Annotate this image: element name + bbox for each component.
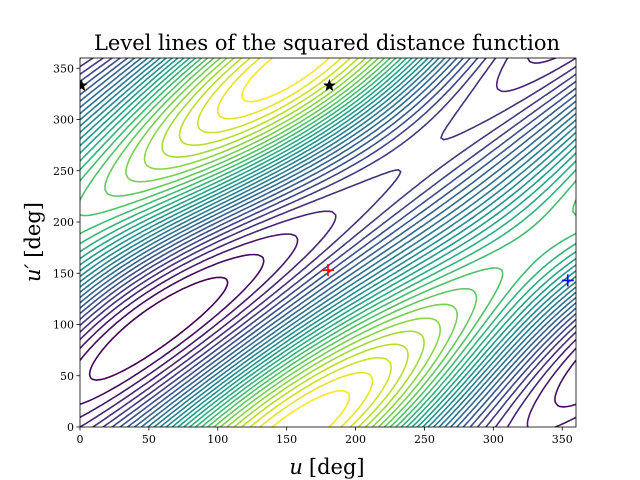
contour-lines (80, 58, 576, 427)
x-tick-label: 0 (77, 433, 84, 446)
contour-level (80, 58, 576, 427)
y-axis-ticks: 0 50 100 150 200 250 300 350 (53, 62, 80, 434)
y-axis-label: u′ [deg] (21, 202, 45, 282)
saddle-marker (322, 78, 336, 92)
y-tick-label: 150 (53, 267, 74, 280)
y-tick-label: 200 (53, 216, 74, 229)
contour-level (80, 58, 576, 427)
x-tick-label: 150 (276, 433, 297, 446)
contour-level (80, 58, 576, 427)
markers (80, 78, 574, 287)
contour-level (216, 58, 374, 427)
contour-level (80, 58, 576, 427)
contour-level (80, 58, 576, 427)
contour-level (80, 253, 576, 408)
x-axis-variable: u (289, 455, 303, 479)
contour-level (80, 58, 576, 427)
y-tick-label: 0 (67, 421, 74, 434)
y-axis-variable: u′ (21, 263, 45, 282)
contour-level (241, 58, 351, 427)
y-axis-unit: [deg] (21, 202, 45, 258)
y-tick-label: 250 (53, 165, 74, 178)
contour-level (104, 58, 478, 427)
saddle-marker (80, 78, 88, 92)
contour-level (143, 58, 441, 427)
x-axis-label: u [deg] (289, 455, 364, 479)
contour-level (80, 58, 576, 427)
y-tick-label: 300 (53, 114, 74, 127)
x-tick-label: 250 (414, 433, 435, 446)
contour-level (88, 276, 229, 381)
contour-level (80, 58, 576, 427)
x-tick-label: 350 (552, 433, 573, 446)
contour-level (80, 58, 576, 427)
contour-level (80, 58, 576, 427)
y-tick-label: 50 (60, 370, 74, 383)
x-axis-unit: [deg] (309, 455, 365, 479)
plot-frame (79, 57, 577, 428)
maximum-marker (322, 264, 334, 277)
contour-level (178, 58, 409, 427)
contour-level (80, 58, 576, 427)
x-tick-label: 100 (207, 433, 228, 446)
contour-level (80, 58, 576, 427)
x-tick-label: 300 (483, 433, 504, 446)
contour-level (161, 58, 425, 427)
x-tick-label: 50 (142, 433, 156, 446)
contour-level (80, 58, 576, 427)
contour-level (197, 58, 392, 427)
y-tick-label: 350 (53, 62, 74, 75)
minimum-marker (561, 274, 574, 287)
contour-level (80, 58, 576, 427)
x-tick-label: 200 (345, 433, 366, 446)
y-tick-label: 100 (53, 319, 74, 332)
chart-title: Level lines of the squared distance func… (94, 31, 560, 55)
x-axis-ticks: 0 50 100 150 200 250 300 350 (77, 427, 573, 446)
